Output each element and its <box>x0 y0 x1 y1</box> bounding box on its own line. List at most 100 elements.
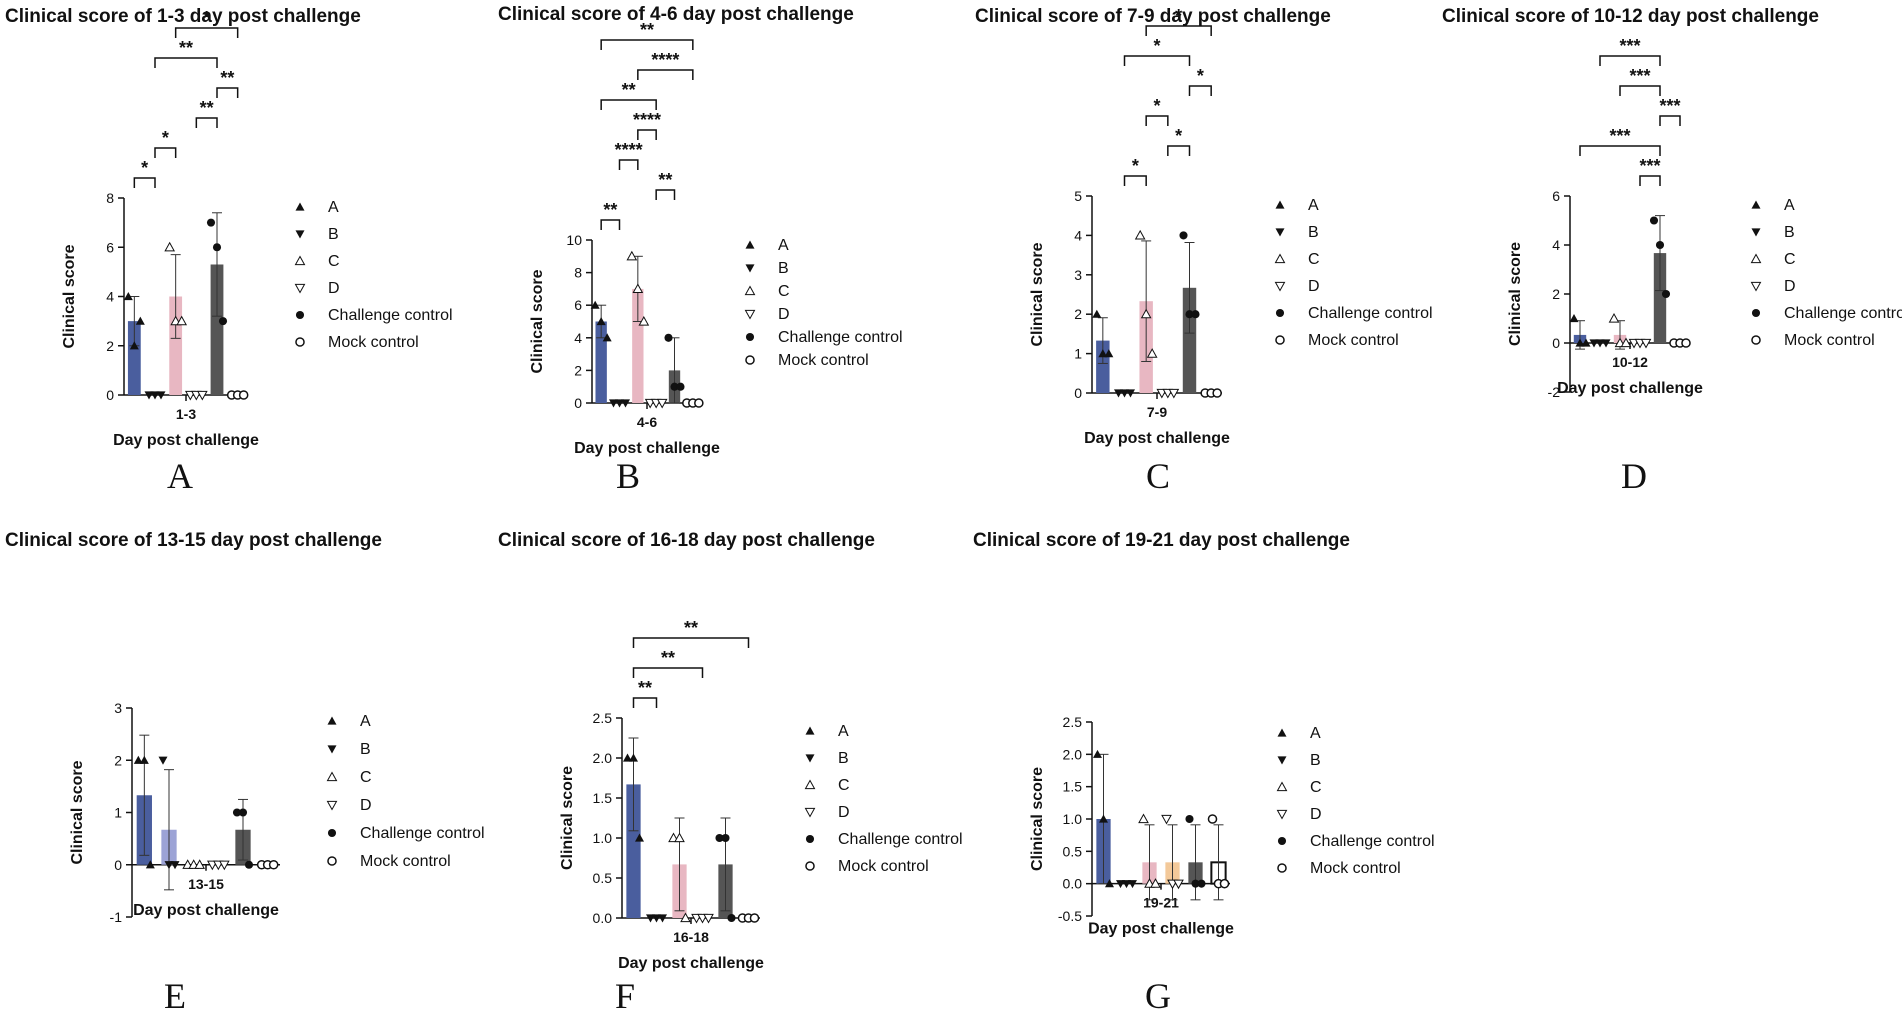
y-tick-label: 0 <box>106 387 114 403</box>
significance-bracket <box>655 189 676 200</box>
legend-item: Mock control <box>1784 332 1875 349</box>
legend-item: D <box>360 797 372 814</box>
y-tick-label: 6 <box>106 239 114 255</box>
y-tick-label: 2 <box>1552 286 1560 302</box>
bar-0 <box>1096 340 1110 393</box>
data-point <box>1219 878 1230 889</box>
legend-marker <box>745 355 755 365</box>
y-tick-label: -0.5 <box>1058 908 1082 924</box>
legend-item: B <box>1784 224 1795 241</box>
significance-label: *** <box>1629 66 1650 86</box>
panel-letter: B <box>616 456 640 496</box>
legend-marker <box>327 716 337 725</box>
chart-title: Clinical score of 19-21 day post challen… <box>973 530 1350 551</box>
data-point <box>232 808 242 817</box>
legend-marker <box>1275 308 1285 318</box>
significance-label: ** <box>220 68 234 88</box>
legend-item: Mock control <box>360 853 451 870</box>
y-tick-label: -2 <box>1548 384 1561 400</box>
data-point <box>1128 880 1137 889</box>
data-point <box>1649 216 1659 225</box>
data-point <box>676 382 685 391</box>
data-point <box>609 399 618 408</box>
significance-bracket <box>195 117 218 128</box>
y-tick-label: 6 <box>1552 188 1560 204</box>
y-tick-label: 10 <box>566 232 582 248</box>
legend-marker <box>1275 200 1285 209</box>
data-point <box>1150 878 1161 888</box>
data-point <box>621 399 630 408</box>
significance-label: ** <box>658 170 672 190</box>
significance-label: **** <box>615 140 643 160</box>
panel-b: Clinical score of 4-6 day post challenge… <box>498 4 903 496</box>
legend-marker <box>1277 863 1287 873</box>
legend-item: A <box>1308 197 1319 214</box>
legend-item: Challenge control <box>778 329 903 346</box>
data-point <box>156 391 166 400</box>
x-tick-label: 10-12 <box>1612 354 1648 370</box>
data-point <box>1161 814 1172 825</box>
chart-title: Clinical score of 1-3 day post challenge <box>5 6 361 27</box>
data-point <box>135 316 145 325</box>
significance-label: ** <box>603 200 617 220</box>
data-point <box>150 391 160 400</box>
data-point <box>1173 879 1184 890</box>
data-point <box>164 861 174 870</box>
x-tick-label: 7-9 <box>1147 404 1167 420</box>
significance-label: **** <box>651 50 679 70</box>
data-point <box>749 913 760 923</box>
x-tick-label: 19-21 <box>1143 895 1179 911</box>
data-point <box>1569 314 1579 323</box>
y-axis-title: Clinical score <box>1507 242 1524 346</box>
x-axis-title: Day post challenge <box>574 440 720 457</box>
legend-item: Challenge control <box>838 831 963 848</box>
data-point <box>1601 339 1611 348</box>
data-point <box>238 808 248 817</box>
legend-item: B <box>1308 224 1319 241</box>
legend-item: Mock control <box>838 858 929 875</box>
data-point <box>194 859 206 869</box>
legend-marker <box>1275 228 1285 237</box>
legend-marker <box>326 800 338 811</box>
data-point <box>1114 389 1123 398</box>
data-point <box>123 292 133 301</box>
significance-label: * <box>1132 156 1139 176</box>
significance-bracket <box>600 39 694 50</box>
legend-marker <box>295 202 305 211</box>
legend-marker <box>1751 335 1761 345</box>
data-point <box>629 753 638 762</box>
y-tick-label: 2.5 <box>1063 714 1083 730</box>
significance-label: *** <box>1619 36 1640 56</box>
legend-marker <box>295 337 305 347</box>
significance-label: *** <box>1639 156 1660 176</box>
significance-label: ** <box>622 80 636 100</box>
y-tick-label: 2 <box>1074 306 1082 322</box>
data-point <box>158 756 168 765</box>
data-point <box>1655 240 1665 250</box>
legend-item: D <box>1784 278 1796 295</box>
data-point <box>694 398 704 408</box>
significance-bracket <box>600 99 657 110</box>
legend-item: D <box>778 306 790 323</box>
data-point <box>164 241 176 252</box>
data-point <box>1185 310 1194 319</box>
data-point <box>1168 388 1180 399</box>
legend-marker <box>1274 281 1286 292</box>
significance-label: * <box>1153 96 1160 116</box>
significance-bracket <box>632 637 750 648</box>
legend-marker <box>804 807 816 818</box>
data-point <box>218 860 230 871</box>
legend-marker <box>1276 781 1288 792</box>
data-point <box>145 860 155 869</box>
x-axis-title: Day post challenge <box>618 955 764 972</box>
bar-4 <box>210 264 224 395</box>
data-point <box>268 859 279 870</box>
significance-bracket <box>1145 25 1212 36</box>
y-tick-label: 4 <box>574 330 582 346</box>
data-point <box>715 833 724 843</box>
data-point <box>1098 349 1108 358</box>
significance-bracket <box>1659 115 1681 126</box>
data-point <box>626 250 638 261</box>
y-axis-title: Clinical score <box>61 244 78 348</box>
legend-item: C <box>1310 779 1322 796</box>
